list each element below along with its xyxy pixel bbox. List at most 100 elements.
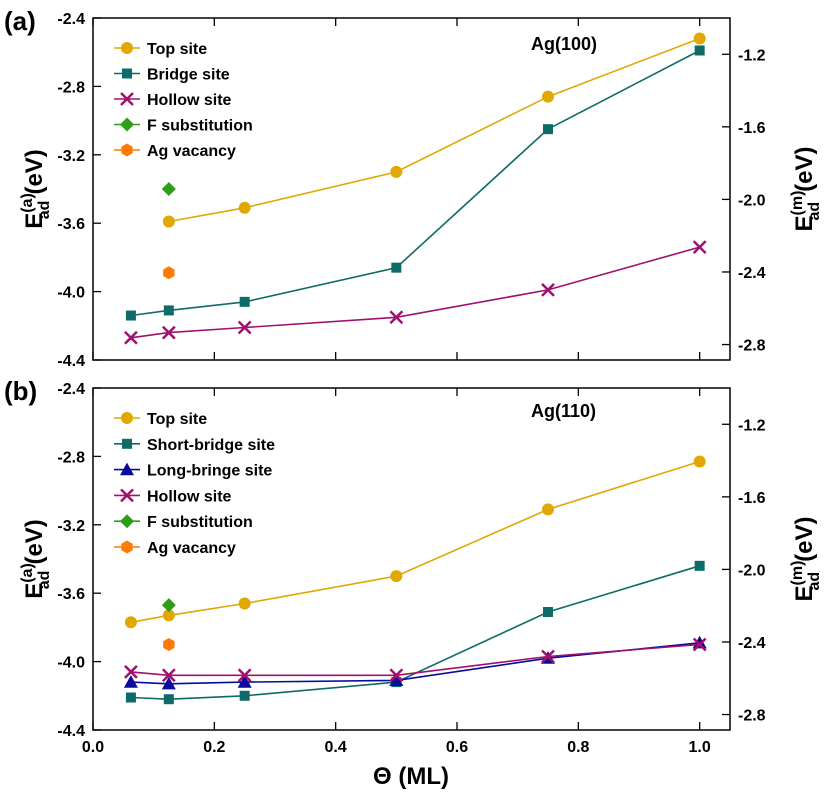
- x-tick-label-2: 0.4: [325, 739, 347, 756]
- svg-text:E(a)ad(eV): E(a)ad(eV): [19, 149, 53, 229]
- panel-a-legend-marker-0: [121, 42, 133, 54]
- panel-b-ytick-label-right-0: -1.2: [738, 417, 766, 434]
- panel-a-bridge-point-0: [125, 310, 136, 321]
- panel-b-top-point-0: [124, 616, 137, 629]
- svg-text:E(m)ad(eV): E(m)ad(eV): [789, 147, 823, 232]
- panel-b-bridge-point-1: [163, 694, 174, 705]
- panel-b-legend-label-0: Top site: [147, 411, 207, 428]
- panel-a-legend-marker-4: [121, 143, 133, 157]
- panel-b-ytick-label-left-4: -4.0: [57, 655, 85, 672]
- panel-a-bridge-point-2: [239, 296, 250, 307]
- panel-a-ytick-label-right-0: -1.2: [738, 47, 766, 64]
- panel-b-top-point-1: [162, 609, 175, 622]
- panel-a-bridge-point-1: [163, 305, 174, 316]
- panel-a-top-point-2: [390, 165, 403, 178]
- panel-a-bridge-point-5: [694, 45, 705, 56]
- panel-a-hollow-point-1: [161, 325, 176, 340]
- panel-b-longbridge-point-1: [161, 676, 176, 690]
- x-tick-label-0: 0.0: [82, 739, 104, 756]
- panel-a-ytick-label-left-5: -4.4: [57, 353, 85, 370]
- panel-a-hollow-point-4: [541, 283, 555, 297]
- panel-a-ylabel-left: E(a)ad(eV): [19, 149, 53, 229]
- panel-b-top-point-3: [390, 570, 403, 583]
- panel-a-label: (a): [4, 6, 36, 36]
- panel-b-longbridge-point-0: [123, 675, 138, 688]
- panel-a-ylabel-right: E(m)ad(eV): [789, 147, 823, 232]
- panel-a-ytick-label-left-2: -3.2: [57, 148, 85, 165]
- panel-a-hollow-point-2: [237, 320, 252, 335]
- panel-b-bridge-line: [130, 565, 700, 701]
- panel-b-ytick-label-left-3: -3.6: [57, 586, 85, 603]
- panel-b-legend-marker-5: [121, 540, 133, 554]
- panel-a-bridge-point-3: [391, 262, 402, 273]
- panel-a-legend-label-0: Top site: [147, 41, 207, 58]
- panel-b-ylabel-right: E(m)ad(eV): [789, 517, 823, 602]
- panel-a-title: Ag(100): [531, 34, 597, 54]
- panel-a-legend-label-4: Ag vacancy: [147, 143, 236, 160]
- panel-a-legend-marker-3: [120, 117, 134, 132]
- panel-b-ytick-label-left-1: -2.8: [57, 449, 85, 466]
- panel-a-legend-marker-1: [122, 68, 132, 79]
- x-axis-title: Θ (ML): [373, 763, 449, 790]
- panel-b-legend-label-2: Long-bringe site: [147, 463, 272, 480]
- panel-b-hollow-point-3: [389, 668, 404, 683]
- x-tick-label-3: 0.6: [446, 739, 468, 756]
- panel-b-fsub-point-0: [161, 598, 176, 613]
- panel-b-legend-marker-2: [120, 462, 134, 476]
- panel-b-ytick-label-right-3: -2.4: [738, 635, 766, 652]
- panel-b-top-point-4: [542, 503, 554, 516]
- panel-b-hollow-point-1: [161, 668, 176, 683]
- svg-text:E(a)ad(eV): E(a)ad(eV): [19, 519, 53, 599]
- panel-a-hollow-point-3: [389, 310, 404, 325]
- panel-b-bridge-point-4: [543, 607, 553, 618]
- panel-a-top-point-0: [162, 215, 175, 228]
- panel-b-ytick-label-left-2: -3.2: [57, 518, 85, 535]
- panel-a-top-point-1: [238, 201, 251, 214]
- panel-b-longbridge-point-5: [692, 635, 707, 649]
- panel-a-top-point-4: [693, 32, 706, 45]
- x-tick-label-1: 0.2: [203, 739, 225, 756]
- panel-a-legend-marker-2: [120, 92, 134, 106]
- panel-b-legend-marker-0: [121, 412, 133, 424]
- panel-b-hollow-point-4: [541, 649, 555, 664]
- panel-b-hollow-point-0: [124, 664, 138, 679]
- panel-b-label: (b): [4, 376, 37, 406]
- panel-a-legend-label-1: Bridge site: [147, 67, 230, 84]
- panel-b-ytick-label-right-2: -2.0: [738, 562, 766, 579]
- panel-a-ytick-label-left-4: -4.0: [57, 285, 85, 302]
- panel-b-ytick-label-right-1: -1.6: [738, 490, 766, 507]
- panel-b-legend-label-3: Hollow site: [147, 488, 232, 505]
- panel-b-ylabel-left: E(a)ad(eV): [19, 519, 53, 599]
- panel-b-vacancy-point-0: [163, 638, 175, 651]
- panel-b-title: Ag(110): [531, 401, 596, 421]
- panel-a-top-point-3: [542, 90, 554, 103]
- panel-b-ytick-label-right-4: -2.8: [738, 708, 766, 725]
- panel-b-bridge-point-5: [694, 560, 705, 571]
- panel-b-legend-marker-4: [120, 514, 134, 529]
- panel-b-bridge-point-2: [239, 690, 250, 701]
- panel-a-bridge-line: [130, 49, 701, 317]
- panel-a-legend-label-3: F substitution: [147, 118, 253, 135]
- panel-b-legend-label-5: Ag vacancy: [147, 540, 236, 557]
- panel-b-frame: [92, 387, 731, 731]
- panel-b-ytick-label-left-5: -4.4: [57, 723, 85, 740]
- x-tick-label-4: 0.8: [567, 739, 589, 756]
- panel-a-hollow-point-5: [692, 240, 707, 255]
- panel-b-longbridge-point-3: [389, 673, 404, 687]
- panel-a-ytick-label-right-2: -2.0: [738, 192, 766, 209]
- panel-a-hollow-point-0: [124, 330, 138, 345]
- panel-b-hollow-point-2: [237, 668, 252, 683]
- panel-a-ytick-label-right-4: -2.8: [738, 338, 766, 355]
- panel-b-ytick-label-left-0: -2.4: [57, 381, 85, 398]
- panel-b-hollow-line: [130, 643, 700, 677]
- panel-b-top-point-2: [238, 597, 251, 610]
- panel-b-legend-marker-1: [122, 438, 132, 449]
- panel-a-frame: [92, 17, 731, 361]
- panel-a-ytick-label-right-3: -2.4: [738, 265, 766, 282]
- panel-b-top-point-5: [693, 455, 706, 468]
- panel-b-legend-marker-3: [120, 488, 134, 503]
- panel-a-hollow-line: [130, 246, 700, 339]
- panel-a-bridge-point-4: [543, 124, 553, 135]
- panel-a-ytick-label-left-1: -2.8: [57, 79, 85, 96]
